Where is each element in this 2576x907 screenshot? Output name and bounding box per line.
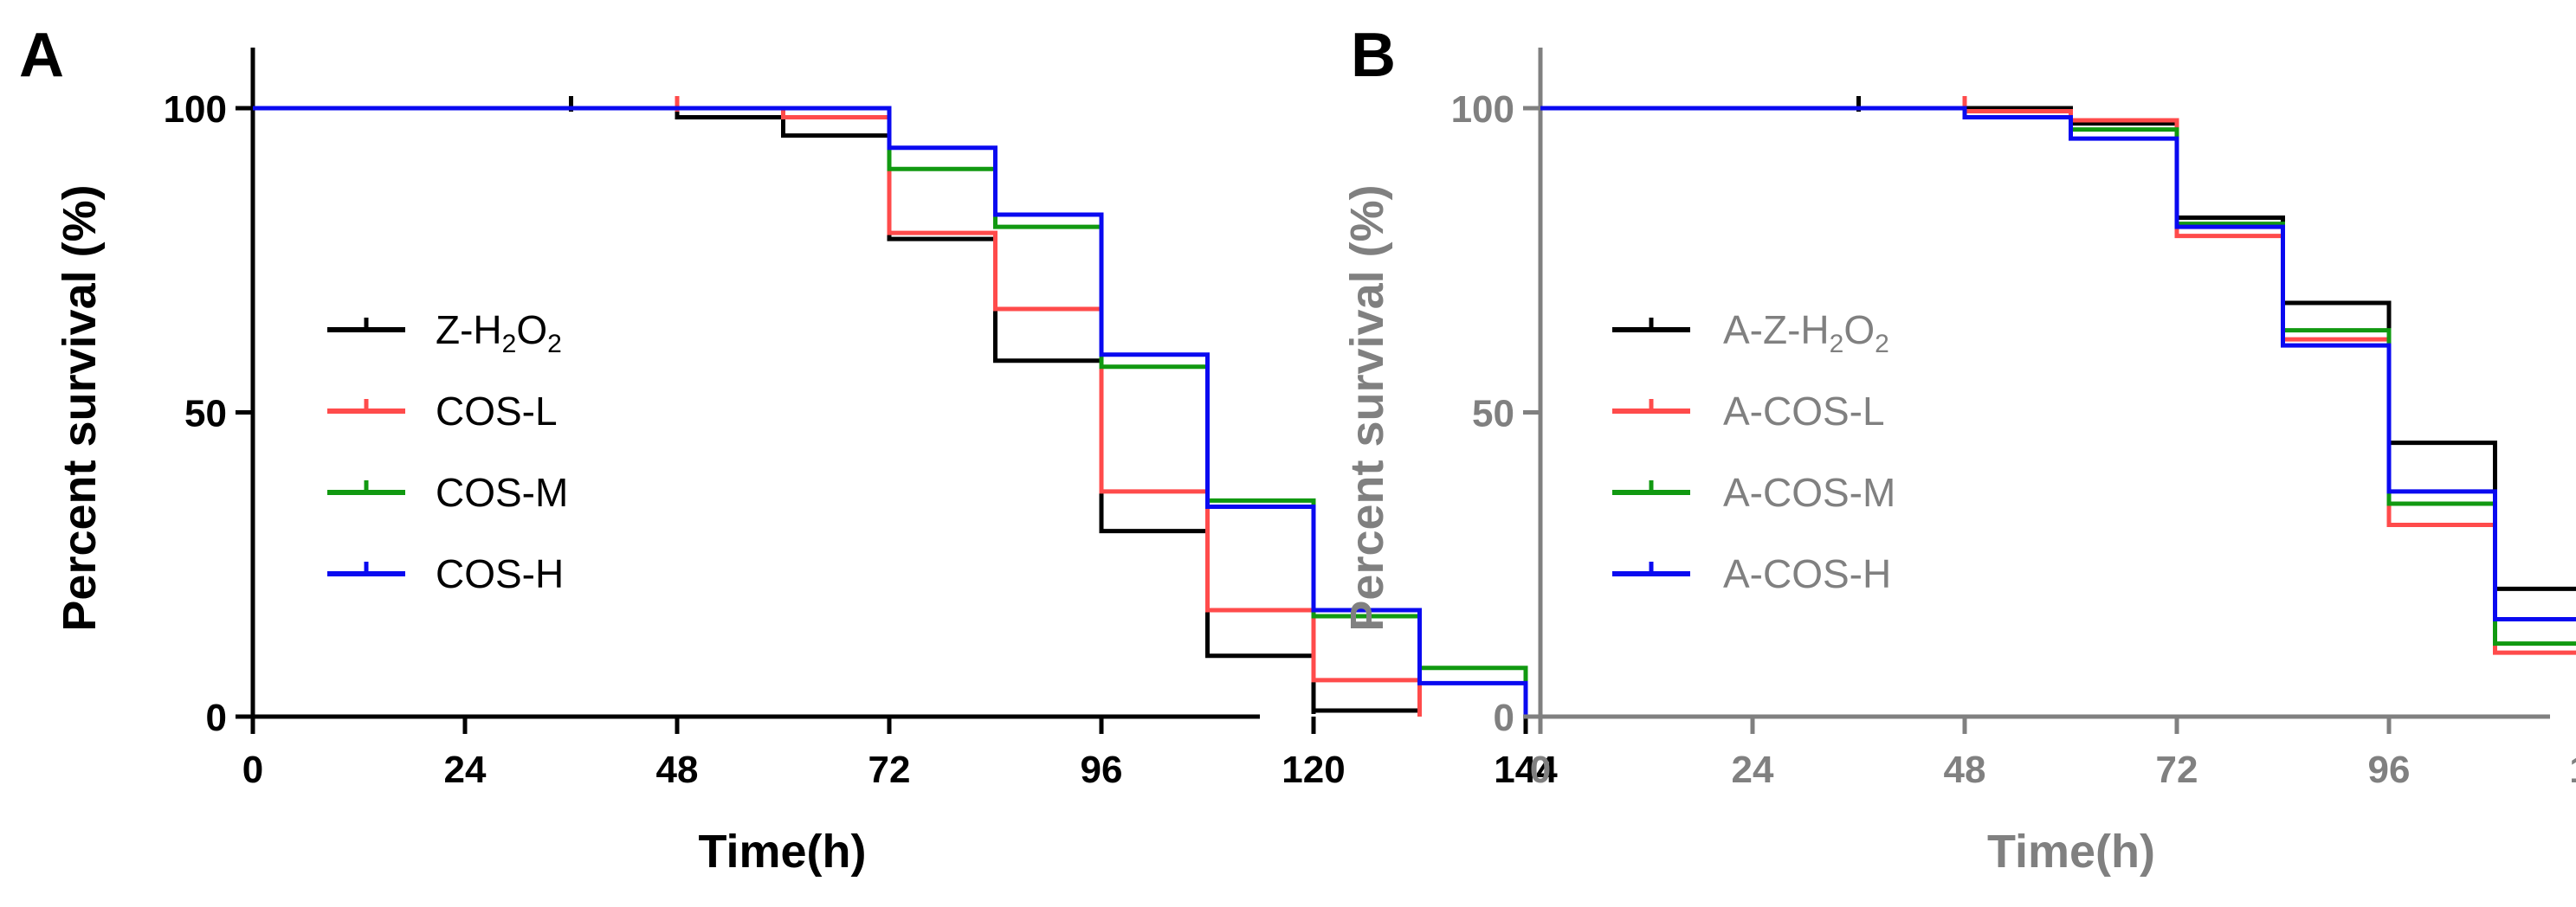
x-tick-label: 24 [1732,749,1774,791]
panel-b: B024487296120144050100Time(h)Percent sur… [1341,21,2576,878]
x-tick-label: 120 [2569,749,2576,791]
y-tick-label: 100 [1451,88,1514,131]
y-axis-title: Percent survival (%) [1341,184,1393,631]
legend-label: A-COS-M [1723,470,1895,515]
series-line-z-h2o2 [253,106,1422,717]
y-axis-title: Percent survival (%) [54,184,106,631]
legend-label: COS-M [436,470,568,515]
y-tick-label: 50 [184,393,227,435]
legend-label: A-COS-H [1723,551,1891,596]
x-tick-label: 96 [2368,749,2411,791]
x-tick-label: 0 [1530,749,1551,791]
series-line-a-z-h2o2 [1540,106,2576,591]
x-tick-label: 144 [1494,749,1558,791]
x-tick-label: 72 [2156,749,2198,791]
x-axis-title: Time(h) [1987,826,2155,878]
panel-label: B [1351,21,1396,90]
series-line-cos-l [253,106,1422,717]
legend-label: COS-H [436,551,564,596]
x-tick-label: 48 [656,749,699,791]
y-tick-label: 100 [164,88,227,131]
x-tick-label: 48 [1944,749,1986,791]
series-line-a-cos-l [1540,106,2576,655]
x-tick-label: 0 [242,749,263,791]
legend-label: COS-L [436,389,558,434]
x-tick-label: 24 [444,749,487,791]
legend-label: A-Z-H2O2 [1723,307,1889,358]
x-axis-title: Time(h) [698,826,866,878]
x-tick-label: 96 [1081,749,1123,791]
legend-label: A-COS-L [1723,389,1885,434]
series-line-cos-h [253,106,1528,717]
series-line-a-cos-m [1540,106,2576,646]
legend-label: Z-H2O2 [436,307,562,358]
y-tick-label: 50 [1472,393,1514,435]
series-line-a-cos-h [1540,106,2576,622]
x-tick-label: 120 [1282,749,1345,791]
panel-label: A [19,21,64,90]
y-tick-label: 0 [1494,697,1514,739]
y-tick-label: 0 [206,697,227,739]
x-tick-label: 72 [868,749,911,791]
